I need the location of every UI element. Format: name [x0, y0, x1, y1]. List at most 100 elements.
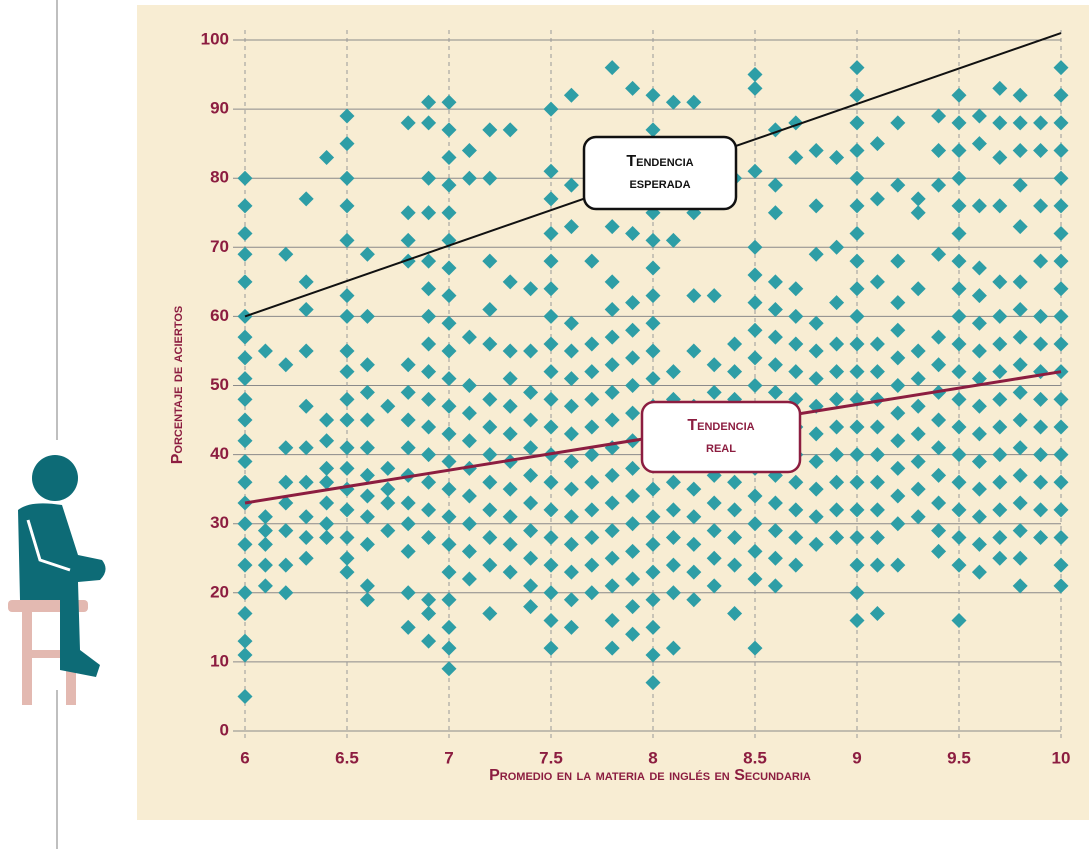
point — [400, 543, 416, 559]
y-axis-label: Porcentaje de aciertos — [169, 306, 186, 465]
point — [808, 246, 824, 262]
point — [441, 260, 457, 276]
point — [237, 391, 253, 407]
point — [645, 509, 661, 525]
point — [788, 281, 804, 297]
point — [563, 509, 579, 525]
point — [992, 80, 1008, 96]
point — [951, 198, 967, 214]
point — [869, 557, 885, 573]
point — [584, 530, 600, 546]
point — [931, 329, 947, 345]
point — [849, 170, 865, 186]
point — [625, 350, 641, 366]
point — [523, 440, 539, 456]
point — [523, 281, 539, 297]
point — [1033, 253, 1049, 269]
point — [625, 80, 641, 96]
point — [604, 578, 620, 594]
point — [523, 578, 539, 594]
point — [543, 191, 559, 207]
point — [829, 364, 845, 380]
point — [563, 315, 579, 331]
point — [319, 433, 335, 449]
point — [686, 288, 702, 304]
point — [747, 543, 763, 559]
point — [625, 543, 641, 559]
y-tick-label: 90 — [210, 99, 229, 118]
point — [910, 281, 926, 297]
label-text: real — [706, 439, 736, 456]
point — [971, 454, 987, 470]
point — [665, 502, 681, 518]
point — [767, 578, 783, 594]
point — [767, 523, 783, 539]
point — [849, 115, 865, 131]
point — [359, 384, 375, 400]
point — [278, 523, 294, 539]
point — [849, 60, 865, 76]
point — [890, 322, 906, 338]
point — [482, 606, 498, 622]
point — [237, 516, 253, 532]
point — [543, 391, 559, 407]
point — [380, 495, 396, 511]
x-tick-label: 10 — [1052, 748, 1071, 767]
point — [665, 557, 681, 573]
point — [727, 474, 743, 490]
point — [645, 536, 661, 552]
point — [910, 481, 926, 497]
point — [339, 530, 355, 546]
point — [931, 177, 947, 193]
point — [482, 301, 498, 317]
point — [890, 378, 906, 393]
point — [604, 219, 620, 235]
point — [441, 454, 457, 470]
label-text: Tendencia — [626, 153, 693, 170]
point — [359, 578, 375, 594]
point — [706, 357, 722, 373]
point — [849, 502, 865, 518]
point — [951, 557, 967, 573]
point — [339, 343, 355, 359]
point — [237, 454, 253, 470]
point — [971, 343, 987, 359]
point — [747, 267, 763, 283]
point — [849, 612, 865, 628]
point — [298, 440, 314, 456]
point — [1033, 474, 1049, 490]
point — [400, 619, 416, 635]
point — [971, 136, 987, 152]
point — [502, 274, 518, 290]
point — [829, 502, 845, 518]
point — [563, 219, 579, 235]
point — [543, 308, 559, 324]
y-tick-label: 60 — [210, 306, 229, 325]
point — [890, 253, 906, 269]
point — [563, 426, 579, 442]
point — [298, 274, 314, 290]
point — [298, 550, 314, 566]
point — [298, 301, 314, 317]
point — [849, 198, 865, 214]
point — [237, 585, 253, 601]
point — [543, 225, 559, 241]
point — [971, 426, 987, 442]
point — [563, 343, 579, 359]
point — [767, 550, 783, 566]
point — [849, 585, 865, 601]
point — [971, 260, 987, 276]
point — [359, 488, 375, 504]
point — [645, 343, 661, 359]
point — [441, 343, 457, 359]
point — [563, 619, 579, 635]
point — [502, 536, 518, 552]
point — [665, 94, 681, 110]
point — [502, 122, 518, 138]
point — [237, 474, 253, 490]
point — [502, 509, 518, 525]
point — [931, 357, 947, 373]
point — [931, 246, 947, 262]
point — [278, 246, 294, 262]
point — [421, 205, 437, 221]
